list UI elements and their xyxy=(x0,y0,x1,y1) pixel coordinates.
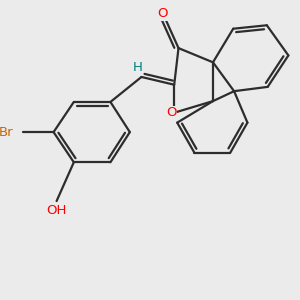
Text: OH: OH xyxy=(46,204,67,217)
Text: H: H xyxy=(132,61,142,74)
Text: O: O xyxy=(166,106,177,119)
Text: Br: Br xyxy=(0,126,14,139)
Text: O: O xyxy=(158,7,168,20)
